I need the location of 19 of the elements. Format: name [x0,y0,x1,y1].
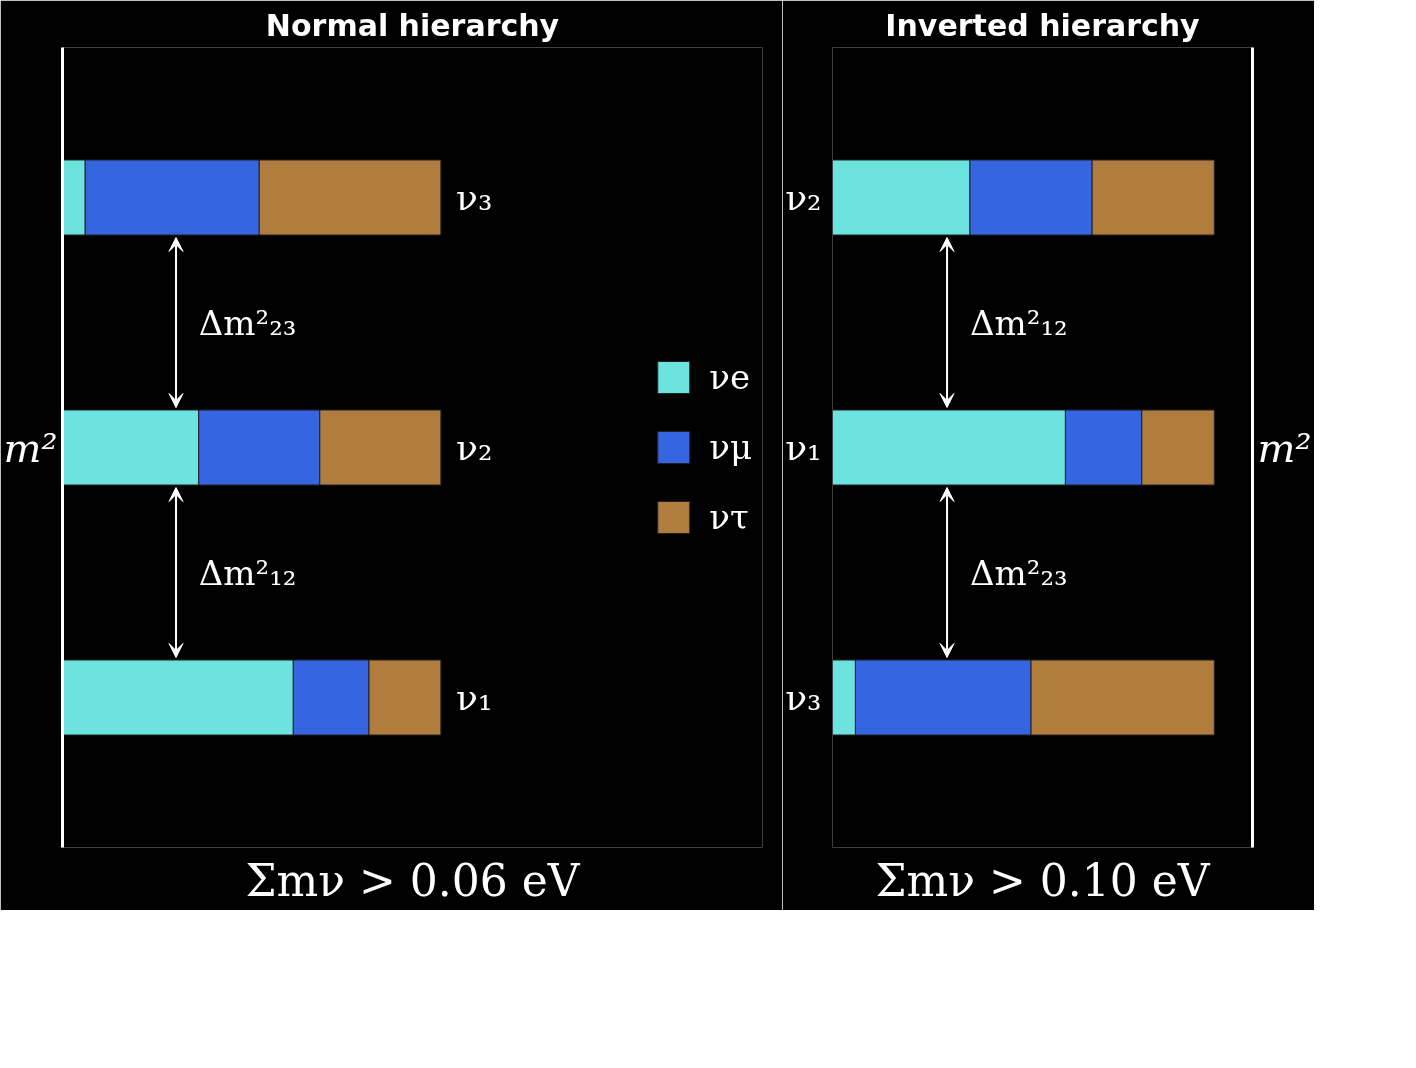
legend-label: νμ [709,427,752,467]
y-tick-label: ν₁ [456,677,493,718]
legend-label: νe [709,357,751,397]
legend-label: ντ [709,497,749,537]
annotation: Δm²₁₂ [969,302,1068,343]
annotation: Δm²₂₃ [969,552,1068,593]
y-axis-title: m² [3,424,58,471]
y-tick-label: ν₃ [456,177,493,218]
y-axis-title: m² [1257,424,1312,471]
y-tick-label: ν₂ [785,177,822,218]
text: Σmν > 0.06 eV [245,854,581,906]
chart-title: Normal hierarchy [265,7,560,43]
text: Σmν > 0.10 eV [875,854,1211,906]
y-tick-label: ν₃ [785,677,822,718]
y-tick-label: ν₂ [456,427,493,468]
y-tick-label: ν₁ [785,427,822,468]
chart-title: Inverted hierarchy [885,7,1201,43]
annotation: Δm²₂₃ [198,302,297,343]
annotation: Δm²₁₂ [198,552,297,593]
